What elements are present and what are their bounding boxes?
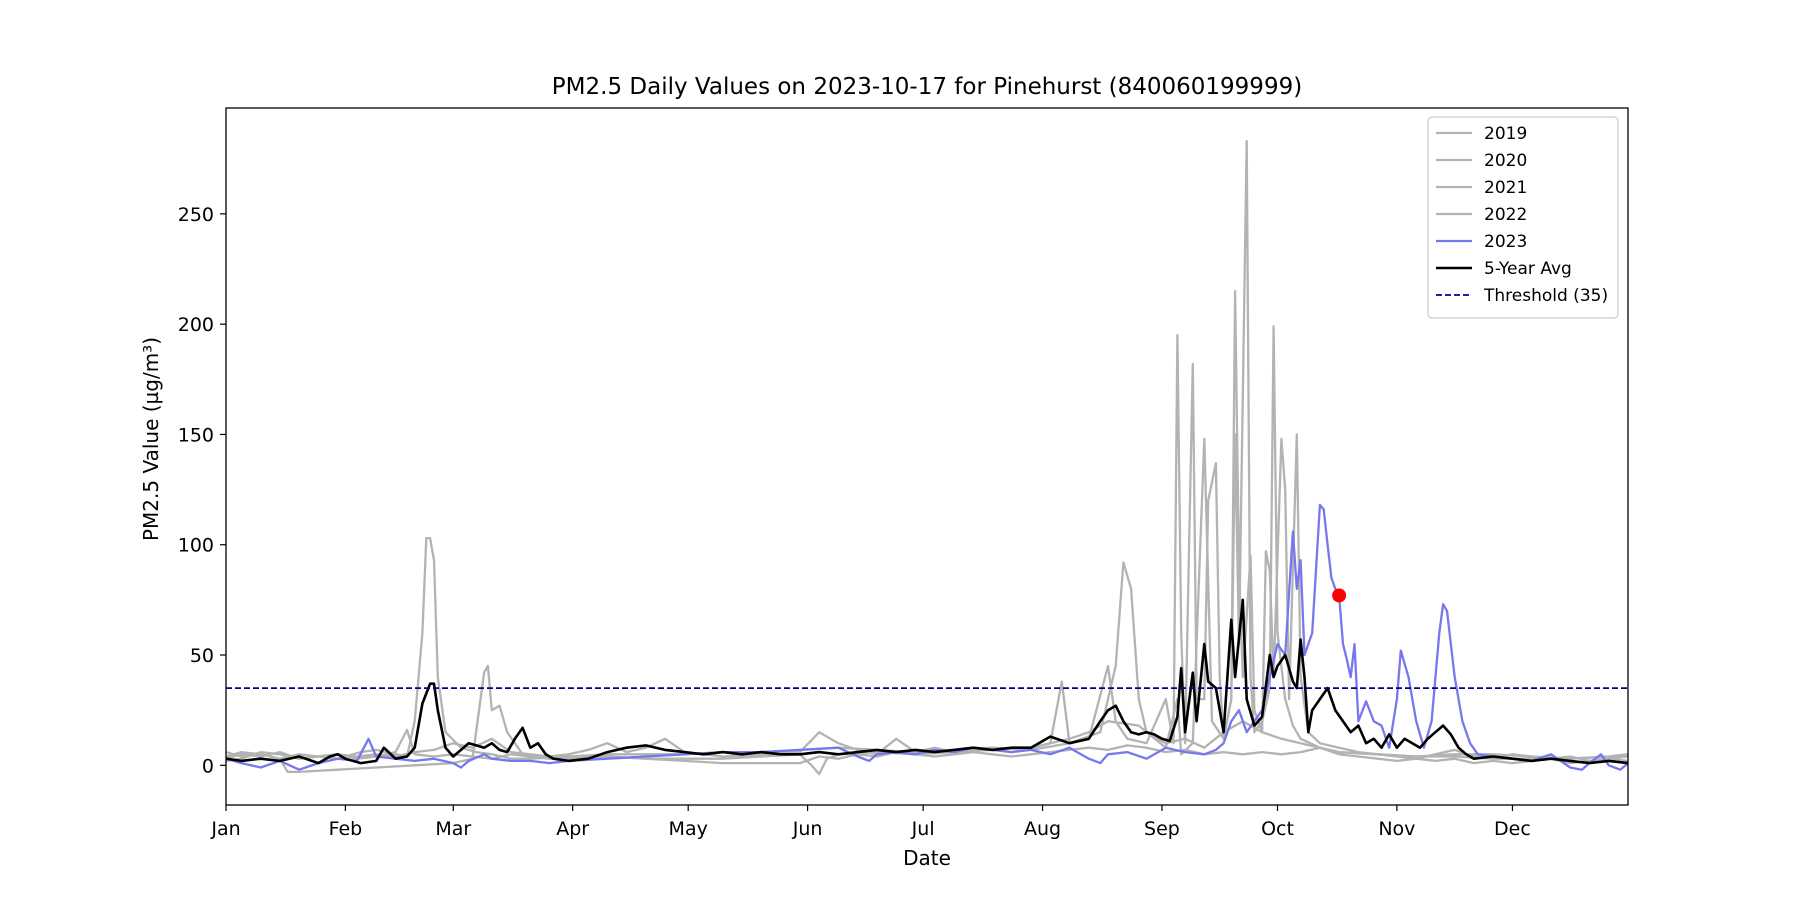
y-tick-label-100: 100 — [178, 535, 214, 557]
legend-label-5-year-avg: 5-Year Avg — [1484, 259, 1572, 279]
x-tick-label-mar: Mar — [435, 818, 471, 840]
x-tick-label-sep: Sep — [1144, 818, 1180, 840]
series-line-2022 — [226, 728, 1628, 765]
legend-label-threshold-35-: Threshold (35) — [1483, 286, 1608, 306]
y-tick-label-200: 200 — [178, 314, 214, 336]
x-tick-label-may: May — [669, 818, 708, 840]
axes: Jan Feb Mar Apr May Jun Jul Aug Sep Oct Nov Dec 0 50 1… — [178, 107, 1629, 840]
y-tick-label-50: 50 — [190, 645, 214, 667]
x-tick-label-feb: Feb — [329, 818, 363, 840]
x-tick-label-jun: Jun — [792, 818, 823, 840]
series-line-5-year-avg — [226, 598, 1628, 765]
x-tick-label-apr: Apr — [556, 818, 589, 840]
x-tick-label-jan: Jan — [210, 818, 240, 840]
legend: 2019 2020 2021 2022 2023 5-Year Avg Threshold … — [1427, 116, 1619, 319]
series-line-2023 — [226, 503, 1628, 771]
y-tick-label-150: 150 — [178, 424, 214, 446]
x-tick-label-aug: Aug — [1024, 818, 1061, 840]
series-line-2021 — [226, 289, 1628, 763]
y-axis-label: PM2.5 Value (µg/m³) — [139, 337, 163, 541]
chart-title: PM2.5 Daily Values on 2023-10-17 for Pin… — [552, 74, 1302, 100]
y-tick-label-0: 0 — [202, 755, 214, 777]
x-tick-label-oct: Oct — [1261, 818, 1294, 840]
legend-label-2023: 2023 — [1484, 232, 1527, 252]
legend-label-2022: 2022 — [1484, 205, 1527, 225]
x-tick-label-jul: Jul — [911, 818, 935, 840]
legend-label-2019: 2019 — [1484, 124, 1527, 144]
x-axis-label: Date — [903, 846, 951, 870]
x-tick-label-dec: Dec — [1494, 818, 1531, 840]
plot-area — [226, 139, 1628, 776]
highlight-point — [1332, 588, 1347, 603]
x-tick-label-nov: Nov — [1378, 818, 1415, 840]
plot-frame — [225, 107, 1629, 806]
legend-label-2021: 2021 — [1484, 178, 1527, 198]
legend-label-2020: 2020 — [1484, 151, 1527, 171]
y-tick-label-250: 250 — [178, 204, 214, 226]
legend-box — [1427, 116, 1619, 319]
